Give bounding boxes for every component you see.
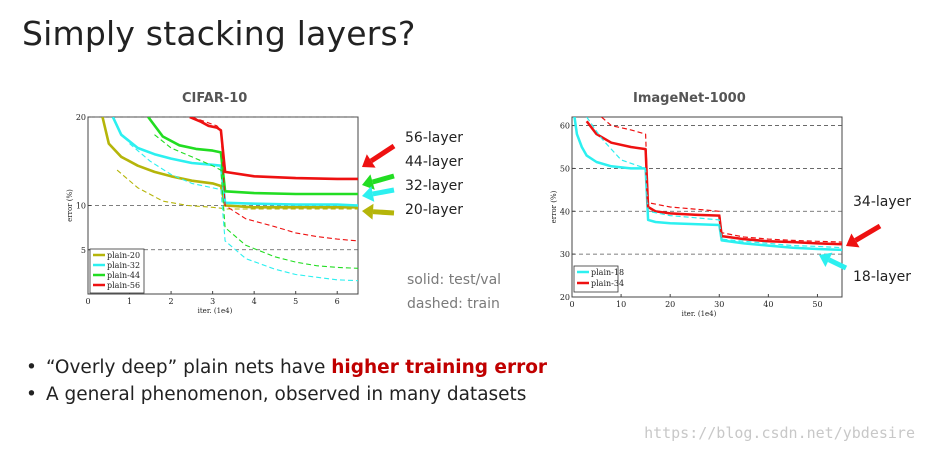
x-tick-label: 30 [714,300,724,309]
legend-label: plain-32 [107,261,140,270]
legend-label: plain-18 [591,268,624,277]
bullet-item: • “Overly deep” plain nets have higher tr… [26,357,547,378]
plain-18-solid-line [573,117,842,252]
bullet-text: “Overly deep” plain nets have [46,357,332,378]
layer-annotation: 44-layer [405,154,463,170]
layer-annotation: 32-layer [405,178,463,194]
y-axis-label: error (%) [550,190,558,223]
x-tick-label: 2 [169,297,174,306]
y-tick-label: 50 [560,164,570,173]
x-tick-label: 40 [763,300,773,309]
arrow-head [846,233,860,248]
legend-box [573,265,619,293]
layer-annotation: 34-layer [853,194,911,210]
y-tick-label: 30 [560,250,570,259]
plain-20-dashed-line [116,169,358,210]
plain-34-dashed-line [601,117,842,243]
plain-44-dashed-line [154,134,358,269]
plain-34-solid-line [585,120,842,246]
arrow-head [362,154,376,168]
note-solid: solid: test/val [407,272,502,288]
plain-20-solid-line [101,117,358,209]
arrow-shaft [372,187,395,197]
bullet-marker: • [26,384,37,405]
bullet-text: A general phenomenon, observed in many d… [46,384,527,405]
series-group [573,117,842,252]
x-tick-label: 6 [335,297,340,306]
layer-annotation: 20-layer [405,202,463,218]
x-tick-label: 0 [85,297,90,306]
x-axis-label: iter. (1e4) [682,310,717,318]
plain-18-dashed-line [586,117,842,249]
watermark: https://blog.csdn.net/ybdesire [644,424,915,442]
x-axis-label: iter. (1e4) [198,307,233,315]
y-tick-label: 5 [81,246,86,255]
x-tick-label: 1 [127,297,132,306]
legend-label: plain-44 [107,271,140,280]
arrow-shaft [369,143,396,164]
bullet-highlight: higher training error [331,357,548,378]
y-axis-label: error (%) [66,189,74,222]
plain-32-solid-line [111,117,358,207]
legend-label: plain-20 [107,251,140,260]
x-tick-label: 20 [665,300,675,309]
bullet-marker: • [26,357,37,378]
legend-label: plain-56 [107,281,140,290]
bullet-list: • “Overly deep” plain nets have higher tr… [26,357,547,411]
series-group [101,117,358,282]
arrow-head [362,186,375,202]
x-tick-label: 50 [812,300,822,309]
x-tick-label: 5 [293,297,298,306]
legend-label: plain-34 [591,279,624,288]
note-dashed: dashed: train [407,296,500,312]
y-tick-label: 10 [76,202,86,211]
layer-annotation: 56-layer [405,130,463,146]
arrow-head [362,203,374,220]
x-tick-label: 4 [252,297,257,306]
slide-title: Simply stacking layers? [22,14,416,53]
arrow-shaft [854,223,882,243]
y-tick-label: 20 [560,293,570,302]
arrow-head [362,174,375,190]
plain-32-dashed-line [129,143,358,282]
plain-56-solid-line [189,117,358,181]
y-tick-label: 40 [560,207,570,216]
y-tick-label: 60 [560,122,570,131]
layer-annotation: 18-layer [853,269,911,285]
arrow-shaft [372,209,395,216]
cifar-chart-title: CIFAR-10 [182,91,248,106]
x-tick-label: 10 [616,300,626,309]
bullet-item: • A general phenomenon, observed in many … [26,384,547,405]
arrow-shaft [827,257,848,271]
imagenet-chart-title: ImageNet-1000 [633,91,746,106]
plain-44-solid-line [147,117,358,196]
arrow-head [819,252,833,267]
arrow-shaft [371,173,395,185]
y-tick-label: 20 [76,113,86,122]
x-tick-label: 3 [210,297,215,306]
x-tick-label: 0 [569,300,574,309]
plain-56-dashed-line [191,117,358,242]
